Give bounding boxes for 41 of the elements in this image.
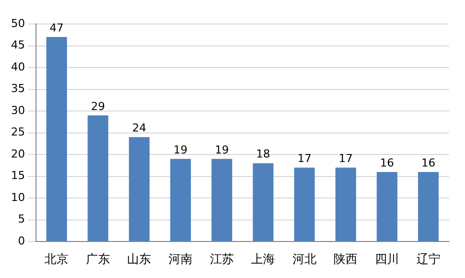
bar	[128, 137, 150, 242]
data-label: 47	[50, 21, 64, 34]
x-tick-label: 陕西	[334, 252, 358, 266]
y-tick-label: 35	[10, 82, 25, 96]
data-label: 18	[256, 148, 270, 161]
bar	[212, 158, 232, 242]
data-label: 19	[174, 143, 188, 156]
data-label: 24	[132, 122, 146, 135]
y-tick-label: 45	[10, 38, 25, 52]
bar	[294, 168, 315, 242]
bar	[46, 37, 67, 242]
data-label: 16	[380, 156, 394, 170]
data-label: 17	[338, 152, 353, 165]
y-tick-label: 25	[10, 126, 25, 139]
y-tick-label: 30	[10, 104, 25, 117]
data-label: 16	[421, 156, 436, 170]
x-tick-label: 江苏	[210, 252, 234, 266]
x-tick-label: 河北	[292, 252, 316, 266]
data-label: 29	[90, 100, 105, 113]
x-tick-label: 北京	[44, 252, 69, 266]
y-tick-label: 0	[18, 234, 25, 248]
x-tick-label: 辽宁	[416, 252, 440, 266]
y-tick-label: 20	[10, 147, 25, 160]
bar	[376, 172, 398, 242]
x-tick-label: 上海	[251, 252, 276, 266]
y-tick-label: 50	[10, 16, 25, 30]
bar	[170, 158, 191, 242]
data-label: 19	[214, 143, 229, 156]
x-tick-label: 四川	[375, 252, 400, 266]
x-tick-label: 山东	[127, 252, 152, 266]
y-tick-label: 15	[10, 169, 25, 182]
y-tick-label: 5	[18, 212, 25, 226]
bar	[88, 115, 108, 242]
bar	[418, 172, 439, 242]
bar	[335, 168, 356, 242]
x-tick-label: 河南	[168, 252, 193, 266]
bar	[252, 163, 274, 242]
x-tick-label: 广东	[86, 252, 110, 266]
y-tick-label: 10	[10, 190, 25, 204]
data-label: 17	[297, 152, 312, 165]
y-tick-label: 40	[10, 60, 25, 74]
